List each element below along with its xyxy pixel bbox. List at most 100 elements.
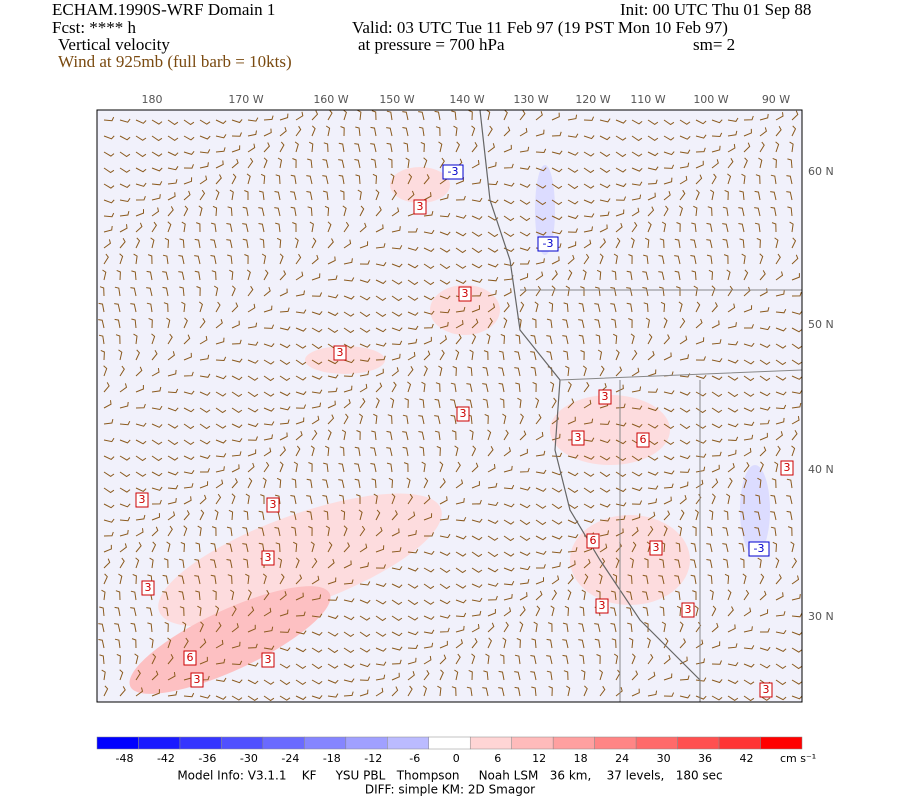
wind-barb: [388, 477, 394, 489]
wind-barb: [468, 669, 473, 681]
wind-barb: [215, 493, 222, 505]
wind-barb: [583, 151, 595, 157]
wind-barb: [135, 209, 144, 217]
wind-barb: [759, 141, 765, 153]
wind-barb: [408, 228, 418, 233]
wind-barb: [599, 183, 611, 189]
wind-barb: [114, 623, 121, 633]
wind-barb: [535, 285, 542, 297]
wind-barb: [167, 119, 179, 126]
wind-barb: [565, 285, 570, 297]
wind-barb: [551, 150, 563, 155]
wind-barb: [375, 564, 386, 569]
wind-barb: [551, 452, 563, 458]
wind-barb: [487, 180, 499, 186]
wind-barb: [757, 557, 762, 569]
wind-barb: [722, 558, 729, 569]
wind-barb: [295, 557, 300, 569]
wind-barb: [535, 271, 544, 281]
wind-barb: [676, 222, 681, 233]
wind-barb: [743, 695, 755, 702]
wind-barb: [231, 605, 237, 617]
wind-barb: [375, 327, 387, 333]
wind-barb: [103, 239, 111, 249]
wind-barb: [343, 598, 355, 603]
wind-barb: [706, 559, 713, 569]
wind-barb: [196, 222, 201, 233]
wind-barb: [743, 626, 753, 633]
wind-barb: [406, 477, 411, 489]
wind-barb: [327, 414, 335, 425]
contour-label-box: [266, 497, 280, 513]
wind-barb: [263, 115, 274, 121]
wind-barb: [487, 519, 499, 525]
wind-barb: [291, 526, 297, 537]
wind-barb: [631, 688, 640, 697]
colorbar-swatch: [138, 736, 181, 750]
contour-label-box: [456, 406, 470, 422]
wind-barb: [247, 143, 256, 153]
wind-barb: [423, 157, 428, 169]
wind-barb: [487, 501, 499, 507]
wind-barb: [487, 609, 496, 617]
wind-barb: [183, 119, 195, 126]
colorbar-swatch: [718, 736, 761, 750]
wind-barb: [151, 333, 156, 345]
wind-barb: [407, 599, 419, 606]
wind-barb: [115, 334, 121, 345]
wind-barb: [726, 493, 731, 505]
contour-label-box: [598, 389, 612, 405]
wind-barb: [484, 413, 489, 425]
wind-barb: [167, 654, 174, 665]
wind-barb: [439, 349, 445, 361]
wind-barb: [535, 487, 547, 492]
wind-barb: [695, 677, 707, 682]
wind-barb: [356, 430, 361, 441]
wind-barb: [101, 589, 106, 601]
wind-barb: [343, 647, 355, 654]
wind-barb: [743, 359, 755, 365]
colorbar-swatch: [760, 736, 803, 750]
wind-barb: [375, 243, 386, 249]
wind-barb: [198, 205, 203, 217]
wind-barb: [695, 658, 705, 665]
wind-barb: [103, 558, 111, 569]
contour-label-box: [649, 540, 663, 556]
wind-barb: [197, 605, 202, 617]
wind-barb: [258, 527, 265, 537]
wind-barb: [212, 589, 217, 601]
wind-barb: [631, 194, 642, 201]
wind-barb: [711, 641, 721, 649]
wind-barb: [615, 167, 627, 173]
wind-barb: [359, 581, 371, 586]
wind-barb: [292, 541, 298, 553]
wind-barb: [103, 382, 110, 393]
wind-barb: [197, 525, 202, 537]
wind-barb: [295, 343, 307, 349]
wind-barb: [679, 675, 690, 681]
wind-barb: [375, 279, 387, 285]
wind-barb: [581, 589, 586, 601]
wind-barb: [743, 407, 755, 412]
wind-barb: [726, 269, 731, 281]
wind-barb: [135, 687, 144, 697]
wind-barb: [551, 183, 563, 190]
wind-barb: [131, 318, 137, 329]
wind-barb: [583, 437, 595, 442]
wind-barb: [615, 422, 627, 427]
wind-barb: [679, 481, 689, 489]
wind-barb: [612, 573, 618, 585]
wind-barb: [663, 654, 671, 665]
wind-barb: [194, 238, 201, 249]
wind-barb: [178, 575, 185, 585]
wind-barb: [759, 446, 767, 457]
wind-barb: [295, 430, 303, 441]
contour-label: 3: [763, 683, 770, 696]
wind-barb: [101, 669, 106, 681]
wind-barb: [562, 639, 569, 649]
wind-barb: [743, 461, 750, 473]
wind-barb: [551, 397, 557, 409]
wind-barb: [343, 691, 354, 697]
wind-barb: [515, 382, 521, 393]
wind-barb: [373, 493, 378, 505]
